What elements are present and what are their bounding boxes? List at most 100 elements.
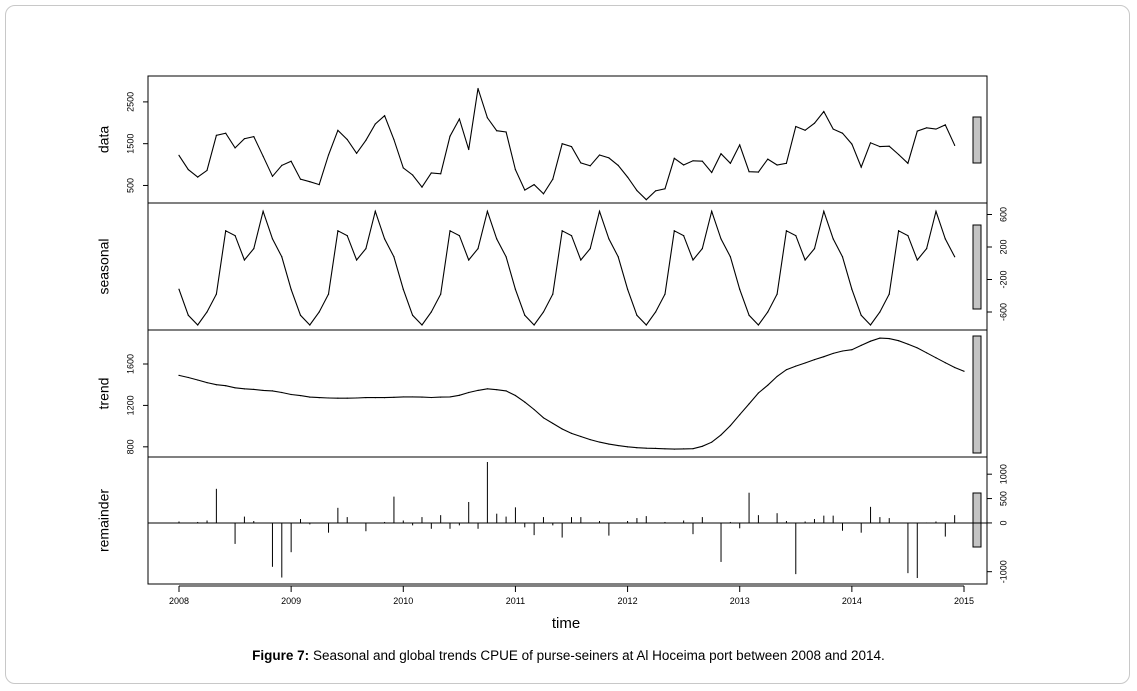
data-point: [542, 311, 545, 313]
data-point: [701, 160, 703, 162]
data-point: [655, 311, 657, 313]
data-point: [215, 293, 217, 295]
y-tick-label: 1200: [125, 395, 135, 415]
y-tick-label: 1500: [125, 134, 135, 154]
data-point: [262, 155, 264, 157]
data-point: [552, 178, 554, 180]
data-point: [935, 357, 937, 359]
data-point: [262, 389, 264, 391]
panel-remainder-y-ticks: -1000 0 500 1000: [987, 464, 1008, 583]
data-point: [701, 248, 703, 250]
data-point: [178, 154, 180, 156]
data-point: [458, 235, 460, 237]
data-point: [187, 168, 189, 171]
data-point: [178, 288, 180, 290]
data-point: [636, 189, 638, 192]
data-point: [234, 387, 236, 389]
data-point: [253, 135, 255, 138]
caption-text: Seasonal and global trends CPUE of purse…: [312, 648, 885, 663]
data-point: [626, 288, 629, 290]
data-point: [935, 128, 937, 130]
data-point: [449, 135, 451, 137]
data-point: [589, 165, 591, 167]
data-point: [514, 394, 517, 397]
data-point: [393, 138, 395, 141]
data-point: [813, 248, 816, 250]
x-tick-label: 2008: [169, 596, 189, 606]
data-point: [486, 210, 488, 212]
data-point: [739, 414, 741, 416]
data-point: [365, 248, 367, 250]
data-point: [383, 238, 386, 240]
data-point: [655, 447, 657, 449]
data-point: [299, 178, 302, 180]
x-tick-label: 2013: [730, 596, 750, 606]
x-tick-label: 2012: [618, 596, 638, 606]
data-point: [832, 352, 834, 355]
data-point: [430, 396, 432, 399]
data-point: [430, 172, 432, 174]
data-point: [804, 362, 806, 364]
y-tick-label: 0: [998, 520, 1008, 525]
data-point: [262, 210, 264, 212]
data-point: [823, 356, 825, 358]
panel-remainder-frame: [147, 456, 988, 585]
y-tick-label: 500: [125, 178, 135, 193]
data-point: [673, 230, 675, 232]
data-point: [346, 397, 348, 399]
data-point: [318, 311, 320, 313]
data-point: [337, 397, 339, 399]
data-point: [795, 365, 797, 367]
data-point: [430, 311, 432, 313]
data-point: [468, 259, 470, 261]
data-point: [346, 138, 348, 141]
data-point: [785, 162, 788, 164]
data-point: [225, 230, 227, 232]
data-point: [225, 385, 227, 387]
figure-frame: [5, 5, 1130, 684]
data-point: [729, 162, 731, 164]
data-point: [916, 259, 918, 261]
data-point: [926, 248, 928, 250]
remainder-bars: [178, 462, 956, 579]
data-point: [234, 147, 236, 149]
data-point: [290, 393, 292, 396]
data-point: [907, 162, 909, 164]
data-point: [673, 157, 675, 159]
data-point: [449, 230, 451, 232]
data-point: [897, 340, 900, 342]
data-point: [383, 397, 386, 399]
data-point: [944, 238, 946, 240]
data-point: [748, 171, 750, 173]
data-point: [608, 157, 610, 159]
data-point: [580, 435, 582, 438]
data-point: [907, 235, 909, 237]
panels-layer: 500 1500 2500 data -600 -200 200 600 seasonal 800…: [96, 75, 1008, 585]
panel-seasonal-label: seasonal: [96, 238, 112, 294]
data-point: [944, 362, 946, 364]
data-point: [253, 388, 255, 390]
data-point: [440, 293, 442, 295]
data-point: [468, 148, 470, 151]
data-point: [542, 193, 545, 195]
x-tick-label: 2011: [506, 596, 525, 606]
data-point: [421, 324, 423, 326]
data-point: [402, 396, 404, 398]
x-tick-label: 2010: [393, 596, 413, 606]
data-point: [963, 370, 965, 372]
data-point: [206, 382, 208, 384]
data-point: [561, 143, 563, 145]
data-point: [197, 324, 199, 326]
data-point: [243, 259, 246, 261]
y-tick-label: 200: [998, 239, 1008, 254]
panel-seasonal-frame: [147, 202, 988, 331]
data-point: [570, 146, 573, 148]
data-point: [514, 168, 517, 171]
data-point: [253, 248, 255, 250]
data-point: [683, 448, 685, 450]
data-point: [888, 293, 890, 295]
x-axis-label: time: [552, 615, 580, 632]
x-tick-label: 2014: [842, 596, 862, 606]
data-point: [215, 134, 217, 136]
data-point: [234, 235, 236, 237]
